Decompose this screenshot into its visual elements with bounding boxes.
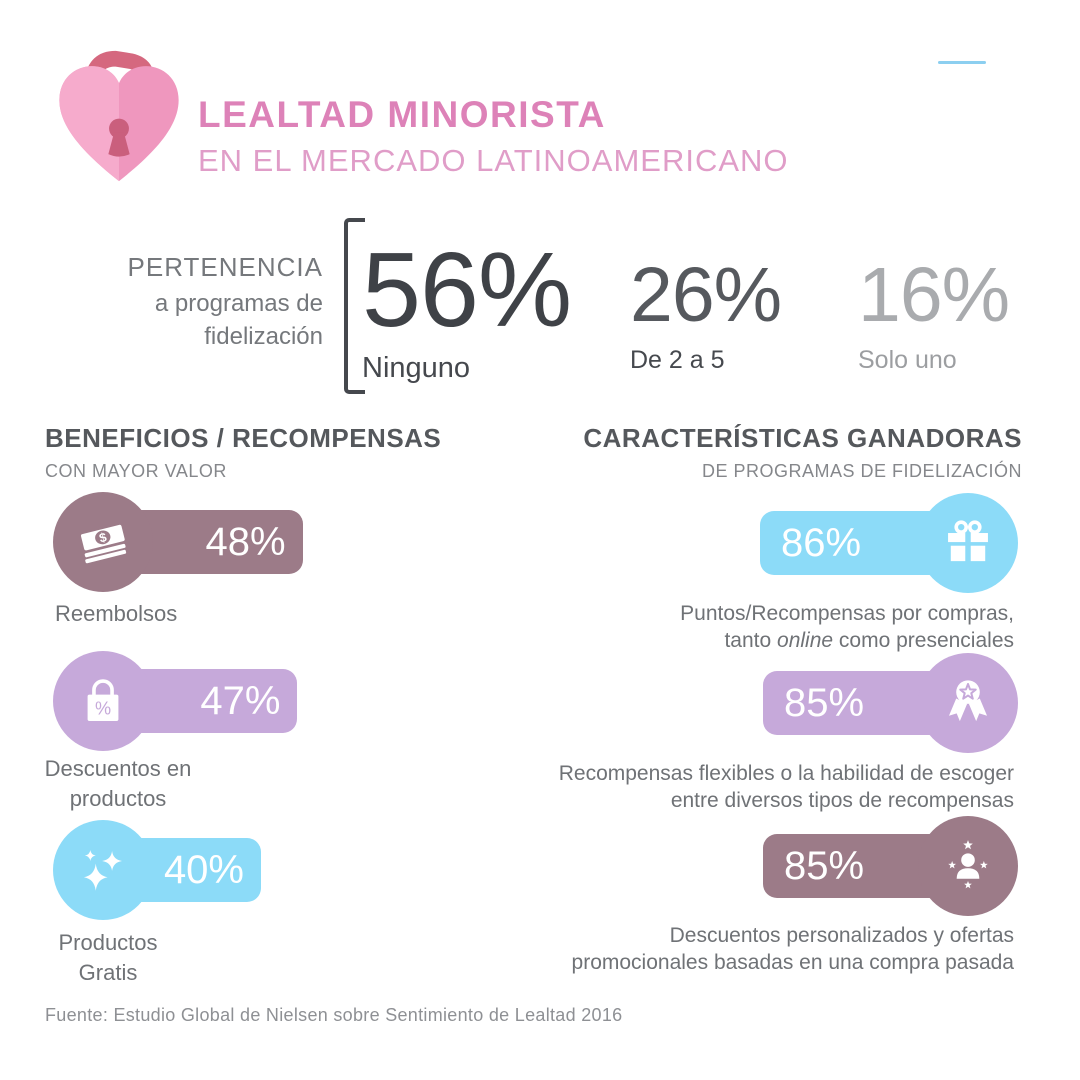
money-bills-icon: $: [80, 524, 127, 564]
bracket-shape: [344, 218, 365, 394]
pill-value: 40%: [163, 847, 244, 892]
person-stars-icon: [948, 840, 988, 889]
stat-ninguno: 56% Ninguno: [362, 231, 572, 385]
gift-icon: [948, 520, 988, 562]
stat-label: Solo uno: [858, 346, 957, 374]
membership-label-line2: a programas de: [154, 290, 323, 317]
section-title: CARACTERÍSTICAS GANADORAS: [583, 423, 1022, 453]
decorative-line: [938, 61, 986, 64]
svg-text:$: $: [98, 530, 108, 545]
pill-icon-circle: $: [53, 492, 153, 592]
benefit-label-descuentos: Descuentos en productos: [28, 754, 208, 813]
heart-padlock-icon: [59, 50, 179, 182]
feature-caption-puntos: Puntos/Recompensas por compras, tanto on…: [680, 601, 1014, 655]
caption-line: tanto online como presenciales: [680, 628, 1014, 655]
stat-label: Ninguno: [362, 352, 471, 384]
pill-icon-circle: [918, 816, 1018, 916]
benefit-label-reembolsos: Reembolsos: [55, 599, 177, 629]
caption-text: Puntos/Recompensas por compras,: [680, 602, 1014, 625]
feature-caption-descuentos-personalizados: Descuentos personalizados y ofertas prom…: [572, 923, 1014, 977]
page-title: LEALTAD MINORISTA EN EL MERCADO LATINOAM…: [198, 94, 789, 179]
membership-label-line1: PERTENENCIA: [127, 252, 323, 282]
feature-pill-puntos: 86%: [756, 493, 1018, 593]
label-line: Gratis: [78, 959, 138, 985]
stat-value: 26%: [630, 252, 782, 338]
title-line-1: LEALTAD MINORISTA: [198, 94, 606, 135]
shopping-bag-percent-icon: %: [87, 679, 119, 721]
pill-icon-circle: [918, 653, 1018, 753]
title-line-2: EN EL MERCADO LATINOAMERICANO: [198, 143, 789, 178]
benefits-section-header: BENEFICIOS / RECOMPENSAS CON MAYOR VALOR: [45, 423, 441, 482]
caption-text: tanto: [724, 628, 778, 652]
feature-pill-recompensas-flexibles: 85%: [756, 653, 1018, 753]
section-subtitle: CON MAYOR VALOR: [45, 461, 227, 481]
source-note: Fuente: Estudio Global de Nielsen sobre …: [45, 1005, 623, 1025]
winning-features-section-header: CARACTERÍSTICAS GANADORAS DE PROGRAMAS D…: [583, 423, 1022, 482]
membership-label-line3: fidelización: [204, 323, 323, 350]
caption-line: promocionales basadas en una compra pasa…: [571, 950, 1014, 974]
sparkles-icon: [83, 850, 123, 891]
stat-value: 16%: [858, 252, 1010, 338]
pill-value: 85%: [784, 843, 865, 888]
label-line: Descuentos en: [44, 756, 192, 781]
caption-line: Descuentos personalizados y ofertas: [669, 924, 1014, 947]
label-line: Reembolsos: [55, 601, 178, 626]
pill-icon-circle: %: [53, 651, 153, 751]
pill-icon-circle: [918, 493, 1018, 593]
caption-italic-text: online: [777, 628, 834, 652]
caption-line: Recompensas flexibles o la habilidad de …: [558, 762, 1014, 785]
caption-text: como presenciales: [833, 628, 1014, 652]
label-line: productos: [69, 785, 167, 811]
stat-label: De 2 a 5: [630, 346, 725, 374]
label-line: Productos: [58, 930, 158, 955]
section-subtitle: DE PROGRAMAS DE FIDELIZACIÓN: [701, 461, 1022, 481]
award-ribbon-icon: [948, 680, 988, 722]
pill-value: 86%: [781, 520, 862, 565]
stat-solo-uno: 16% Solo uno: [858, 252, 1010, 375]
pill-value: 85%: [784, 680, 865, 725]
stat-value: 56%: [362, 231, 572, 349]
pill-value: 47%: [200, 678, 281, 723]
pill-value: 48%: [205, 519, 286, 564]
stat-de-2-a-5: 26% De 2 a 5: [630, 252, 782, 375]
membership-label: PERTENENCIA a programas de fidelización: [128, 252, 323, 351]
pill-icon-circle: [53, 820, 153, 920]
benefit-label-productos-gratis: Productos Gratis: [28, 928, 188, 987]
caption-line: Puntos/Recompensas por compras,: [680, 601, 1014, 628]
section-title: BENEFICIOS / RECOMPENSAS: [45, 423, 442, 453]
feature-pill-descuentos-personalizados: 85%: [756, 816, 1018, 916]
feature-caption-recompensas-flexibles: Recompensas flexibles o la habilidad de …: [559, 761, 1014, 815]
caption-line: entre diversos tipos de recompensas: [670, 788, 1014, 812]
svg-text:%: %: [95, 699, 111, 719]
